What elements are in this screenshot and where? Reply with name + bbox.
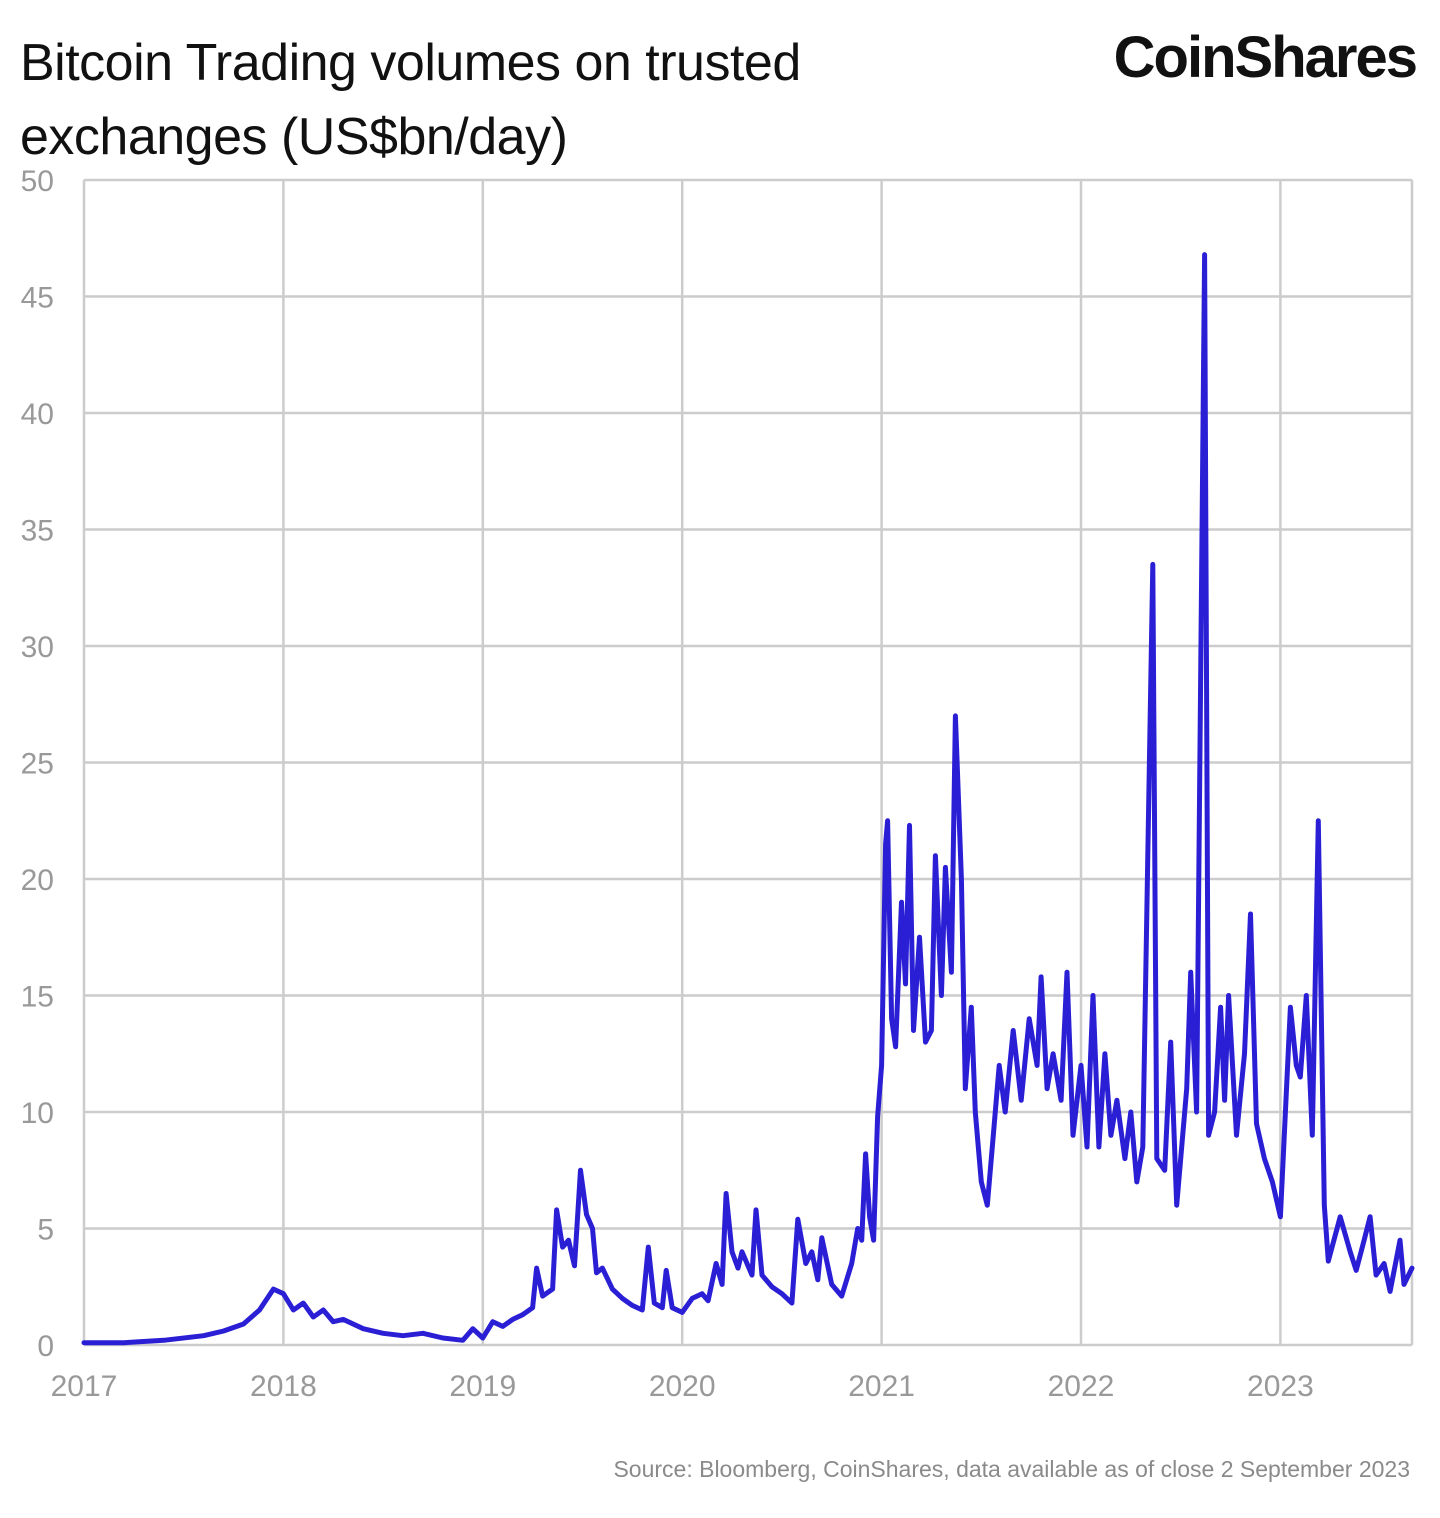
series-line: [81, 252, 1415, 1346]
x-tick-label: 2018: [250, 1370, 317, 1403]
x-tick-label: 2020: [649, 1370, 716, 1403]
x-tick-label: 2022: [1048, 1370, 1115, 1403]
grid-lines: [82, 178, 1414, 1347]
chart-title: Bitcoin Trading volumes on trusted excha…: [20, 34, 801, 166]
y-tick-label: 45: [21, 282, 54, 315]
axis-labels: 0 5 10 15 20 25 30 35 40 45 50 2017 2018 2019 2020 2021…: [21, 165, 1314, 1403]
y-tick-label: 0: [37, 1330, 54, 1363]
series-layer: [81, 252, 1415, 1346]
y-tick-label: 35: [21, 515, 54, 548]
x-tick-label: 2023: [1247, 1370, 1314, 1403]
line-chart: 0 5 10 15 20 25 30 35 40 45 50 2017 2018 2019 2020 2021…: [21, 165, 1415, 1403]
y-tick-label: 30: [21, 631, 54, 664]
y-tick-label: 15: [21, 981, 54, 1014]
y-tick-label: 25: [21, 748, 54, 781]
y-tick-label: 50: [21, 165, 54, 198]
x-tick-label: 2017: [51, 1370, 118, 1403]
x-tick-label: 2019: [449, 1370, 516, 1403]
source-note: Source: Bloomberg, CoinShares, data avai…: [613, 1456, 1410, 1482]
y-tick-label: 20: [21, 864, 54, 897]
coinshares-logo: CoinShares: [1113, 25, 1418, 90]
y-tick-label: 10: [21, 1097, 54, 1130]
y-tick-label: 40: [21, 398, 54, 431]
x-tick-label: 2021: [848, 1370, 915, 1403]
y-tick-label: 5: [37, 1214, 54, 1247]
